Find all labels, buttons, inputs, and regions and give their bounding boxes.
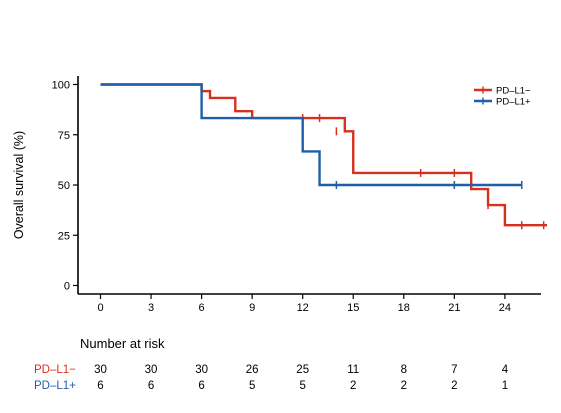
risk-value-pd-l1-negative: 30 <box>94 364 107 376</box>
y-axis-ticks: 0 25 50 75 100 <box>52 80 78 293</box>
risk-value-pd-l1-positive: 2 <box>401 380 407 392</box>
risk-value-pd-l1-positive: 5 <box>299 380 305 392</box>
risk-value-pd-l1-positive: 5 <box>249 380 255 392</box>
risk-value-pd-l1-positive: 1 <box>502 380 508 392</box>
risk-value-pd-l1-positive: 6 <box>148 380 154 392</box>
risk-value-pd-l1-negative: 8 <box>401 364 407 376</box>
risk-value-pd-l1-negative: 30 <box>195 364 208 376</box>
y-tick-label: 50 <box>58 180 70 192</box>
x-tick-label: 12 <box>297 302 309 314</box>
risk-table-title: Number at risk <box>80 336 165 351</box>
pd-l1-negative-curve <box>100 83 548 227</box>
risk-value-pd-l1-negative: 7 <box>451 364 457 376</box>
y-tick-label: 25 <box>58 230 70 242</box>
plot-area: 0 25 50 75 100 0 3 6 9 12 15 18 21 24 <box>52 76 548 314</box>
risk-value-pd-l1-positive: 6 <box>198 380 204 392</box>
risk-value-pd-l1-positive: 6 <box>97 380 103 392</box>
x-tick-label: 15 <box>347 302 359 314</box>
x-tick-label: 18 <box>398 302 410 314</box>
risk-value-pd-l1-negative: 30 <box>145 364 158 376</box>
legend-label-pd-l1-positive: PD–L1+ <box>496 97 531 108</box>
x-tick-label: 21 <box>448 302 460 314</box>
x-tick-label: 0 <box>97 302 103 314</box>
risk-row-label-pd-l1-negative: PD–L1− <box>34 364 76 376</box>
pd-l1-positive-curve <box>100 83 522 187</box>
risk-row-label-pd-l1-positive: PD–L1+ <box>34 380 76 392</box>
x-tick-label: 9 <box>249 302 255 314</box>
y-tick-label: 75 <box>58 130 70 142</box>
legend-label-pd-l1-negative: PD–L1− <box>496 86 531 97</box>
risk-value-pd-l1-negative: 25 <box>296 364 309 376</box>
risk-value-pd-l1-negative: 11 <box>347 364 359 376</box>
y-axis-title: Overall survival (%) <box>12 131 26 239</box>
survival-curves <box>100 83 548 230</box>
x-tick-label: 24 <box>499 302 511 314</box>
number-at-risk-table: Number at risk PD–L1− 30 30 30 26 25 11 8 7 4PD–L… <box>34 336 509 392</box>
risk-value-pd-l1-positive: 2 <box>350 380 356 392</box>
legend: PD–L1−PD–L1+ <box>474 86 531 108</box>
x-axis-ticks: 0 3 6 9 12 15 18 21 24 <box>97 294 511 314</box>
risk-value-pd-l1-negative: 26 <box>246 364 259 376</box>
risk-value-pd-l1-positive: 2 <box>451 380 457 392</box>
x-tick-label: 6 <box>199 302 205 314</box>
y-tick-label: 100 <box>52 80 70 92</box>
x-tick-label: 3 <box>148 302 154 314</box>
risk-value-pd-l1-negative: 4 <box>502 364 509 376</box>
y-tick-label: 0 <box>64 281 70 293</box>
